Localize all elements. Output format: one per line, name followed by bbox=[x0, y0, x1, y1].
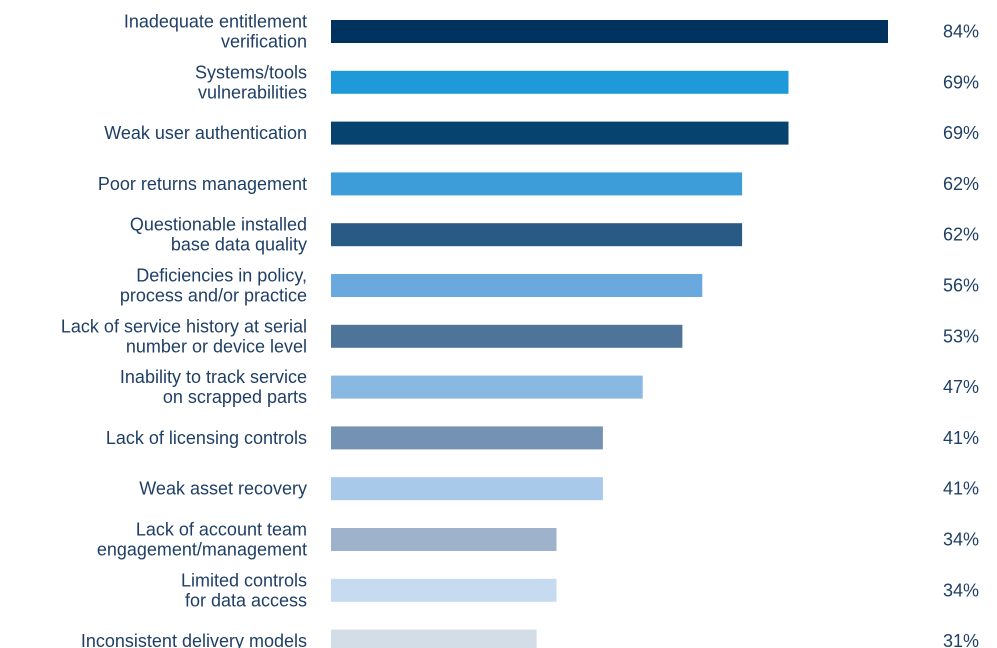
category-label-4: Questionable installed base data quality bbox=[130, 215, 307, 255]
bar-2 bbox=[331, 121, 789, 145]
category-label-9: Weak asset recovery bbox=[139, 479, 307, 499]
value-label-3: 62% bbox=[943, 174, 979, 194]
value-label-2: 69% bbox=[943, 123, 979, 143]
value-label-5: 56% bbox=[943, 276, 979, 296]
bar-6 bbox=[331, 324, 683, 348]
category-label-line: base data quality bbox=[171, 235, 307, 255]
category-label-5: Deficiencies in policy, process and/or pr… bbox=[120, 266, 307, 306]
category-label-0: Inadequate entitlement verification bbox=[124, 12, 307, 52]
bar-11 bbox=[331, 578, 557, 602]
category-label-8: Lack of licensing controls bbox=[106, 428, 307, 448]
category-label-line: Lack of licensing controls bbox=[106, 428, 307, 448]
category-label-2: Weak user authentication bbox=[104, 123, 307, 143]
category-label-line: number or device level bbox=[126, 336, 307, 356]
value-label-12: 31% bbox=[943, 631, 979, 648]
bar-10 bbox=[331, 528, 557, 551]
value-label-9: 41% bbox=[943, 479, 979, 499]
category-label-7: Inability to track service on scrapped pa… bbox=[120, 367, 307, 407]
category-label-6: Lack of service history at serial number … bbox=[61, 316, 307, 356]
category-label-line: Limited controls bbox=[181, 570, 307, 590]
category-label-line: vulnerabilities bbox=[198, 82, 307, 102]
value-labels-group: 84% 69% 69% 62% 62% 56% 53% 47% 41% 41% 34% 34% 31% bbox=[943, 22, 979, 648]
category-label-10: Lack of account team engagement/managemen… bbox=[97, 520, 307, 560]
value-label-6: 53% bbox=[943, 326, 979, 346]
value-label-11: 34% bbox=[943, 580, 979, 600]
value-label-7: 47% bbox=[943, 377, 979, 397]
category-label-line: verification bbox=[221, 32, 307, 52]
category-label-1: Systems/tools vulnerabilities bbox=[195, 62, 307, 102]
category-label-11: Limited controls for data access bbox=[181, 570, 307, 610]
category-label-3: Poor returns management bbox=[98, 174, 307, 194]
category-label-line: Poor returns management bbox=[98, 174, 307, 194]
bar-7 bbox=[331, 375, 643, 399]
category-label-line: for data access bbox=[185, 590, 307, 610]
category-label-line: Systems/tools bbox=[195, 62, 307, 82]
category-label-line: Inability to track service bbox=[120, 367, 307, 387]
category-label-line: Lack of account team bbox=[136, 520, 307, 540]
bar-12 bbox=[331, 629, 537, 648]
category-label-line: Weak user authentication bbox=[104, 123, 307, 143]
value-label-1: 69% bbox=[943, 72, 979, 92]
category-labels-group: Inadequate entitlement verification System… bbox=[61, 12, 307, 648]
category-label-line: Questionable installed bbox=[130, 215, 307, 235]
category-label-line: Inconsistent delivery models bbox=[81, 631, 307, 648]
category-label-line: process and/or practice bbox=[120, 286, 307, 306]
category-label-12: Inconsistent delivery models bbox=[81, 631, 307, 648]
bar-0 bbox=[331, 20, 888, 43]
category-label-line: engagement/management bbox=[97, 540, 307, 560]
bar-9 bbox=[331, 477, 603, 501]
bar-5 bbox=[331, 274, 703, 297]
category-label-line: Weak asset recovery bbox=[139, 479, 307, 499]
bars-group bbox=[331, 20, 888, 648]
value-label-10: 34% bbox=[943, 530, 979, 550]
bar-8 bbox=[331, 426, 603, 450]
category-label-line: Lack of service history at serial bbox=[61, 316, 307, 336]
value-label-0: 84% bbox=[943, 22, 979, 42]
category-label-line: Inadequate entitlement bbox=[124, 12, 307, 32]
category-label-line: Deficiencies in policy, bbox=[136, 266, 307, 286]
value-label-8: 41% bbox=[943, 428, 979, 448]
bar-3 bbox=[331, 172, 743, 196]
bar-4 bbox=[331, 223, 743, 247]
value-label-4: 62% bbox=[943, 225, 979, 245]
category-label-line: on scrapped parts bbox=[163, 387, 307, 407]
bar-1 bbox=[331, 70, 789, 94]
